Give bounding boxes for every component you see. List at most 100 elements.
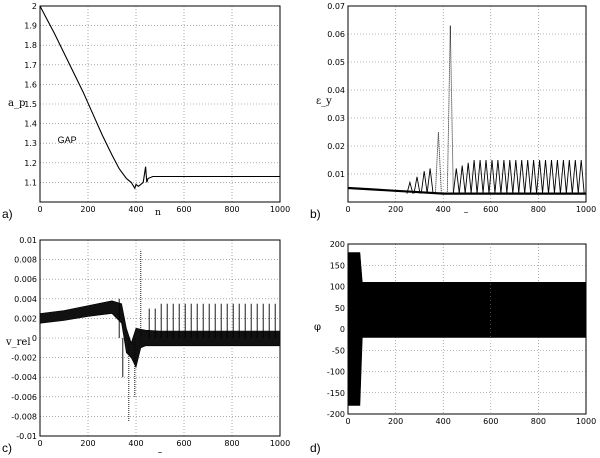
series-spike	[470, 159, 478, 194]
y-tick-label: 0.008	[14, 256, 37, 265]
annotation-gap: GAP	[58, 135, 77, 145]
x-tick-label: 400	[128, 439, 143, 448]
y-tick-label: 1.7	[24, 61, 37, 70]
series-spike	[565, 159, 573, 194]
y-tick-label: 1.2	[24, 159, 37, 168]
series-spike	[406, 180, 414, 194]
y-tick-label: -100	[327, 368, 345, 377]
series-spike	[559, 159, 567, 194]
series-spike	[494, 159, 502, 194]
y-tick-label: -150	[327, 389, 345, 398]
series-spike	[536, 159, 544, 194]
series-spike	[446, 25, 454, 194]
x-tick-label: 200	[388, 205, 403, 214]
y-tick-label: 1.6	[24, 80, 37, 89]
x-tick-label: 1000	[576, 205, 596, 214]
x-tick-label: 0	[37, 205, 42, 214]
y-tick-label: 0.03	[327, 114, 345, 123]
y-tick-label: -200	[327, 410, 345, 419]
series-spike	[476, 159, 484, 194]
series-spike	[500, 159, 508, 194]
series-spike	[482, 159, 490, 194]
series-spike	[548, 159, 555, 194]
series-spike	[524, 159, 532, 194]
series-spike	[434, 131, 442, 194]
y-tick-label: 0.02	[327, 142, 345, 151]
y-tick-label: 1.8	[24, 41, 37, 50]
panel-b: 0 200 400 600 800 1000 0.01 0.02 0.03 0.04 0.05 0.0…	[310, 2, 596, 221]
x-tick-label: 1000	[270, 205, 290, 214]
y-axis-label: v_rel	[5, 337, 31, 348]
x-tick-label: 800	[224, 205, 239, 214]
y-tick-label: 100	[330, 283, 345, 292]
y-tick-label: -0.006	[11, 393, 37, 402]
series-spike	[420, 171, 428, 194]
y-tick-label: 0.04	[327, 86, 345, 95]
y-tick-label: -50	[332, 346, 345, 355]
y-tick-label: 0	[32, 334, 37, 343]
x-tick-label: 200	[388, 417, 403, 426]
x-axis-label: –	[464, 208, 469, 218]
y-tick-label: -0.01	[16, 432, 37, 441]
y-tick-label: 0.07	[327, 2, 345, 11]
x-tick-label: 1000	[270, 439, 290, 448]
series-spike	[452, 168, 460, 194]
y-tick-label: 0	[340, 325, 345, 334]
panel-a: 0 200 400 600 800 1000 1.1 1.2 1.3 1.4 1.5 1.6 1.7 1.…	[2, 2, 290, 221]
x-tick-label: 600	[483, 205, 498, 214]
y-tick-label: 1.5	[24, 100, 37, 109]
series-spike	[488, 159, 496, 194]
series-band	[39, 300, 281, 369]
panel-c: 0 200 400 600 800 1000 -0.01 -0.008 -0.006 -0.004…	[2, 236, 290, 458]
panel-d: 0 200 400 600 800 1000 -200 -150 -100 -50 0 50 100 15…	[310, 240, 596, 455]
panel-label: b)	[310, 207, 321, 221]
y-tick-label: 1.9	[24, 22, 37, 31]
y-tick-label: 1.4	[24, 120, 37, 129]
x-axis-label: –	[158, 448, 163, 458]
x-tick-label: 400	[128, 205, 143, 214]
y-tick-label: 2	[32, 2, 37, 11]
series-spike	[542, 159, 549, 194]
y-tick-label: 0.006	[14, 275, 37, 284]
y-axis-label: a_p	[8, 98, 25, 109]
x-tick-label: 800	[531, 417, 546, 426]
series-spike	[426, 168, 434, 194]
x-tick-label: 800	[224, 439, 239, 448]
x-tick-label: 600	[176, 205, 191, 214]
x-tick-label: 200	[80, 205, 95, 214]
series-band	[347, 252, 587, 406]
y-tick-label: 0.004	[14, 295, 37, 304]
y-tick-label: 0.06	[327, 30, 345, 39]
y-tick-label: -0.008	[11, 412, 37, 421]
series-spike	[512, 159, 520, 194]
y-tick-label: 150	[330, 261, 345, 270]
x-tick-label: 0	[345, 417, 350, 426]
panel-label: c)	[2, 441, 12, 455]
y-tick-label: 1.1	[24, 178, 37, 187]
series-line	[39, 5, 280, 190]
series-spike	[530, 159, 538, 194]
panel-label: a)	[2, 207, 13, 221]
y-tick-label: 0.05	[327, 58, 345, 67]
y-tick-label: 50	[335, 304, 345, 313]
x-tick-label: 1000	[576, 417, 596, 426]
y-tick-label: 0.002	[14, 314, 37, 323]
y-tick-label: -0.004	[11, 373, 37, 382]
y-tick-label: 1.3	[24, 139, 37, 148]
panel-label: d)	[310, 441, 321, 455]
x-tick-label: 400	[436, 205, 451, 214]
x-tick-label: 600	[176, 439, 191, 448]
y-tick-label: 0.01	[327, 170, 345, 179]
series-spike	[553, 159, 561, 194]
x-tick-label: 200	[80, 439, 95, 448]
series-spike	[458, 165, 466, 194]
y-tick-label: 200	[330, 240, 345, 249]
y-axis-label: φ	[314, 322, 321, 333]
x-tick-label: 0	[345, 205, 350, 214]
plot-frame	[347, 5, 587, 203]
y-tick-label: 0.01	[19, 236, 37, 245]
x-tick-label: 800	[531, 205, 546, 214]
x-tick-label: 600	[483, 417, 498, 426]
series-spike	[571, 159, 579, 194]
